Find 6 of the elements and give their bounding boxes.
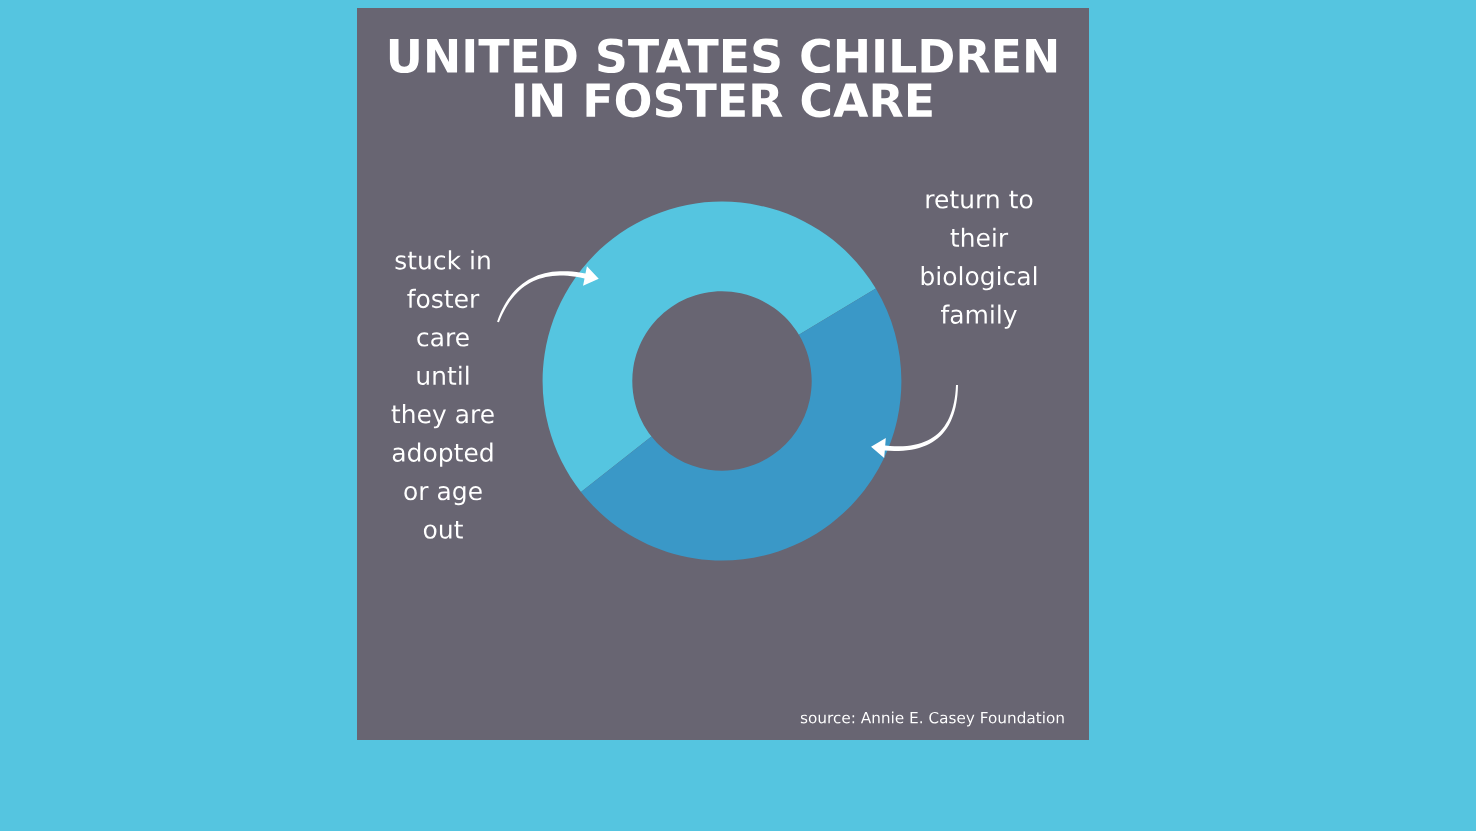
donut-slice xyxy=(581,288,902,561)
chart-title: UNITED STATES CHILDREN IN FOSTER CARE xyxy=(389,38,1057,118)
source-note: source: Annie E. Casey Foundation xyxy=(800,711,1064,727)
slice-label: return to their biological family xyxy=(921,190,1037,329)
donut-slice xyxy=(542,201,876,492)
slice-label: stuck in foster care until they are adopted or age out xyxy=(391,250,494,539)
